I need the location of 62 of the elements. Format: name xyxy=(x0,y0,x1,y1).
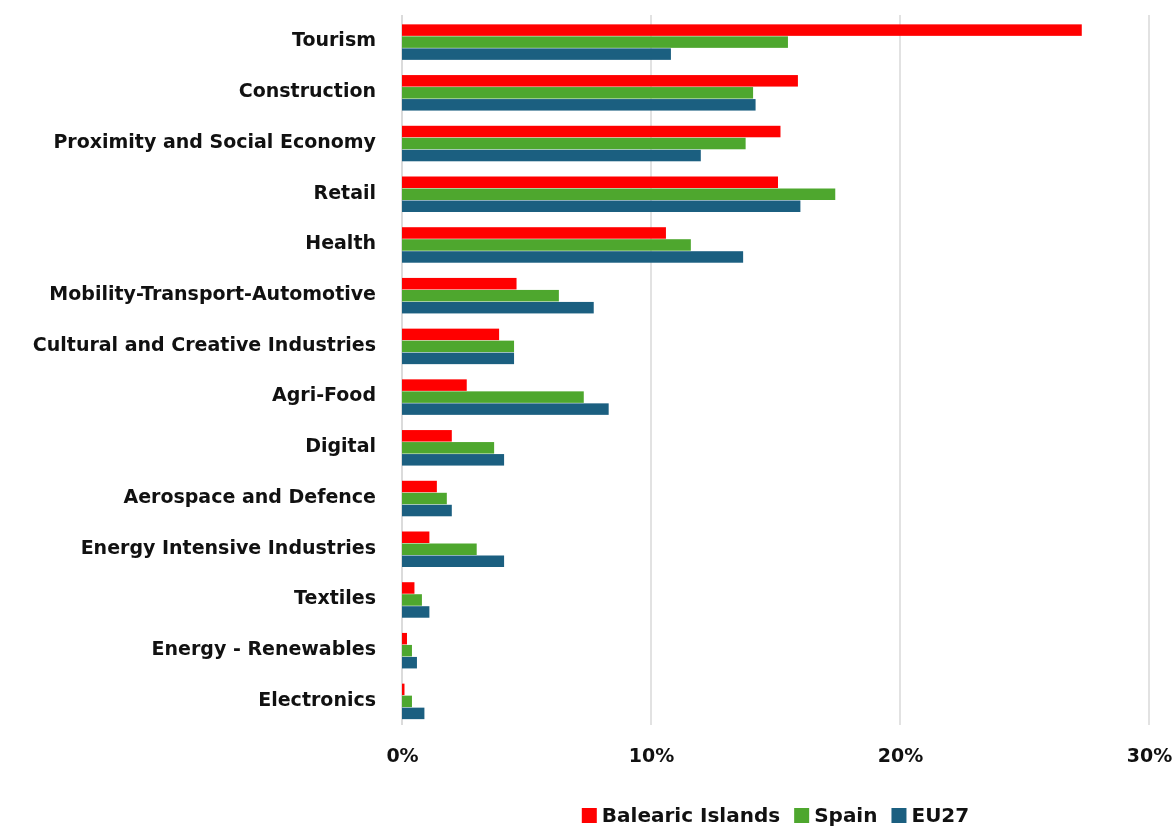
bar xyxy=(402,87,754,99)
y-tick-label: Aerospace and Defence xyxy=(123,484,376,507)
bar xyxy=(402,149,701,162)
bar xyxy=(402,707,425,720)
y-tick-label: Retail xyxy=(313,180,376,203)
bar xyxy=(402,543,477,555)
bar xyxy=(402,454,505,466)
bar xyxy=(402,137,746,150)
bar xyxy=(402,289,559,302)
bar xyxy=(402,301,594,314)
x-tick-label: 0% xyxy=(386,744,419,767)
y-tick-label: Mobility-Transport-Automotive xyxy=(49,282,376,305)
bar xyxy=(402,403,609,415)
bar xyxy=(402,644,412,657)
bar xyxy=(402,606,430,618)
x-tick-label: 20% xyxy=(877,744,924,767)
y-tick-label: Health xyxy=(305,231,376,254)
y-tick-label: Tourism xyxy=(291,28,376,51)
y-tick-label: Agri-Food xyxy=(272,383,376,406)
bar xyxy=(402,492,447,505)
bar xyxy=(402,379,467,391)
bar xyxy=(402,125,781,138)
y-tick-label: Textiles xyxy=(294,586,376,609)
bar xyxy=(402,430,452,442)
bar xyxy=(402,391,584,403)
bar xyxy=(402,531,430,543)
bar xyxy=(402,75,798,87)
legend-label: Balearic Islands xyxy=(601,803,781,827)
bar xyxy=(402,200,801,212)
y-tick-label: Proximity and Social Economy xyxy=(53,129,377,152)
bar xyxy=(402,555,505,567)
bar xyxy=(402,352,515,365)
y-tick-label: Construction xyxy=(238,79,376,102)
bar xyxy=(402,239,691,251)
bar xyxy=(402,632,407,645)
y-tick-label: Electronics xyxy=(258,687,376,710)
bar xyxy=(402,176,778,188)
bar xyxy=(402,656,417,669)
bar xyxy=(402,251,744,263)
bar xyxy=(402,99,756,111)
bar xyxy=(402,328,500,341)
x-tick-label: 10% xyxy=(628,744,675,767)
y-tick-label: Cultural and Creative Industries xyxy=(32,332,376,355)
legend-label: Spain xyxy=(814,803,878,827)
y-tick-label: Energy - Renewables xyxy=(151,637,376,660)
bar xyxy=(402,504,452,517)
bar xyxy=(402,277,517,290)
legend-label: EU27 xyxy=(911,803,970,827)
bar xyxy=(402,442,495,454)
bar xyxy=(402,48,671,60)
bar xyxy=(402,594,422,606)
bar xyxy=(402,227,666,239)
bar xyxy=(402,340,515,353)
y-tick-label: Digital xyxy=(305,434,376,457)
bar xyxy=(402,24,1082,36)
bar xyxy=(402,188,836,200)
bar xyxy=(402,480,437,493)
y-tick-label: Energy Intensive Industries xyxy=(80,535,376,558)
x-tick-label: 30% xyxy=(1126,744,1173,767)
bar xyxy=(402,695,412,708)
bar xyxy=(402,582,415,594)
bar xyxy=(402,36,788,48)
